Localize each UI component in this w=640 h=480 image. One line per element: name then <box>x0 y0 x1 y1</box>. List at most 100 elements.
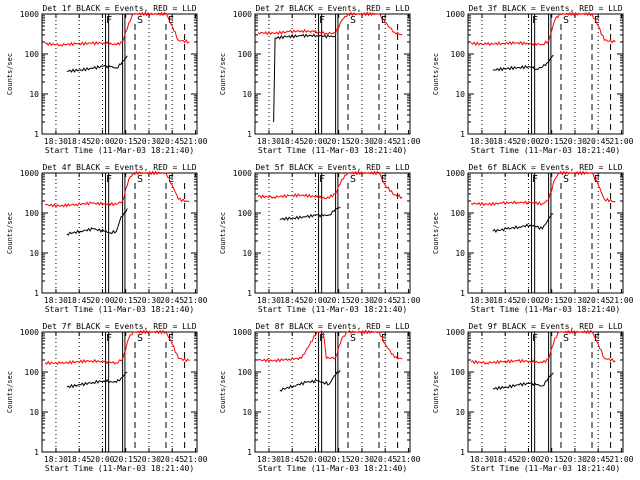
y-tick-label: 1000 <box>446 10 465 19</box>
plot-frame <box>254 331 411 453</box>
events-series-line <box>66 55 128 73</box>
events-series-line <box>279 206 341 221</box>
x-tick-label: 20:15 <box>114 455 138 464</box>
interval-marker-label: E <box>168 15 174 26</box>
x-tick-label: 21:00 <box>609 455 633 464</box>
interval-marker-label: E <box>381 174 387 185</box>
events-series-line <box>279 370 341 392</box>
x-tick-label: 18:30 <box>470 137 494 146</box>
events-series-line <box>492 54 554 72</box>
y-axis-label: Counts/sec <box>219 212 227 254</box>
x-tick-label: 20:15 <box>327 455 351 464</box>
panel-title: Det 3f BLACK = Events, RED = LLD <box>468 4 622 13</box>
lld-series-line <box>44 11 190 47</box>
x-tick-label: 18:45 <box>67 455 91 464</box>
detector-panel: Det 6f BLACK = Events, RED = LLD 1 10 100 10… <box>432 163 634 314</box>
y-tick-label: 100 <box>25 368 40 377</box>
panel-title: Det 5f BLACK = Events, RED = LLD <box>255 163 409 172</box>
x-axis-label: Start Time (11-Mar-03 18:21:40) <box>45 305 194 314</box>
x-tick-label: 20:00 <box>516 137 540 146</box>
panel-title: Det 7f BLACK = Events, RED = LLD <box>42 322 196 331</box>
x-tick-label: 18:30 <box>44 296 68 305</box>
x-tick-label: 20:00 <box>90 455 114 464</box>
x-tick-label: 18:45 <box>280 137 304 146</box>
y-tick-label: 1000 <box>233 10 252 19</box>
x-tick-label: 21:00 <box>396 296 420 305</box>
y-tick-label: 10 <box>455 249 465 258</box>
x-tick-label: 20:30 <box>563 455 587 464</box>
y-tick-label: 1 <box>34 289 39 298</box>
x-tick-label: 18:30 <box>257 137 281 146</box>
x-tick-label: 20:45 <box>373 455 397 464</box>
y-tick-label: 10 <box>242 90 252 99</box>
x-tick-label: 20:30 <box>350 137 374 146</box>
panel-title: Det 6f BLACK = Events, RED = LLD <box>468 163 622 172</box>
x-axis-label: Start Time (11-Mar-03 18:21:40) <box>45 464 194 473</box>
x-tick-label: 20:45 <box>373 137 397 146</box>
y-tick-label: 1000 <box>20 10 39 19</box>
plot-frame <box>254 172 411 294</box>
x-tick-label: 18:45 <box>280 455 304 464</box>
x-tick-label: 20:45 <box>586 296 610 305</box>
x-tick-label: 18:45 <box>493 296 517 305</box>
y-tick-label: 1000 <box>20 328 39 337</box>
x-axis-label: Start Time (11-Mar-03 18:21:40) <box>258 146 407 155</box>
x-tick-label: 20:00 <box>303 296 327 305</box>
events-series-line <box>66 208 128 236</box>
y-tick-label: 10 <box>455 408 465 417</box>
panel-title: Det 8f BLACK = Events, RED = LLD <box>255 322 409 331</box>
y-tick-label: 10 <box>29 90 39 99</box>
x-tick-label: 21:00 <box>183 296 207 305</box>
interval-marker-label: E <box>168 174 174 185</box>
y-tick-label: 1 <box>247 448 252 457</box>
y-tick-label: 10 <box>242 249 252 258</box>
x-tick-label: 20:30 <box>350 296 374 305</box>
y-tick-label: 10 <box>29 249 39 258</box>
x-tick-label: 20:15 <box>114 137 138 146</box>
x-tick-label: 20:15 <box>540 296 564 305</box>
y-axis-label: Counts/sec <box>432 53 440 95</box>
interval-marker-label: F <box>532 333 538 344</box>
x-tick-label: 20:30 <box>137 137 161 146</box>
detector-panel: Det 7f BLACK = Events, RED = LLD 1 10 100 10… <box>6 322 208 473</box>
x-axis-label: Start Time (11-Mar-03 18:21:40) <box>45 146 194 155</box>
lld-series-line <box>257 11 403 36</box>
interval-marker-label: E <box>381 333 387 344</box>
x-tick-label: 21:00 <box>609 296 633 305</box>
y-tick-label: 1000 <box>20 169 39 178</box>
x-tick-label: 20:00 <box>516 296 540 305</box>
y-tick-label: 1000 <box>446 169 465 178</box>
y-axis-label: Counts/sec <box>219 53 227 95</box>
interval-marker-label: F <box>319 15 325 26</box>
y-tick-label: 100 <box>238 368 253 377</box>
x-tick-label: 20:15 <box>540 455 564 464</box>
x-tick-label: 20:00 <box>303 137 327 146</box>
y-tick-label: 1 <box>460 130 465 139</box>
x-axis-label: Start Time (11-Mar-03 18:21:40) <box>258 305 407 314</box>
y-axis-label: Counts/sec <box>6 53 14 95</box>
x-tick-label: 20:00 <box>516 455 540 464</box>
x-axis-label: Start Time (11-Mar-03 18:21:40) <box>471 146 620 155</box>
x-tick-label: 21:00 <box>396 455 420 464</box>
detector-panel: Det 8f BLACK = Events, RED = LLD 1 10 100 10… <box>219 322 421 473</box>
plot-frame <box>467 172 624 294</box>
y-tick-label: 1 <box>460 448 465 457</box>
plot-frame <box>41 13 198 135</box>
x-tick-label: 18:45 <box>280 296 304 305</box>
y-tick-label: 100 <box>451 368 466 377</box>
y-tick-label: 10 <box>29 408 39 417</box>
x-tick-label: 18:45 <box>67 137 91 146</box>
y-tick-label: 1 <box>34 130 39 139</box>
interval-marker-label: F <box>319 174 325 185</box>
y-tick-label: 10 <box>455 90 465 99</box>
x-tick-label: 18:30 <box>257 455 281 464</box>
x-tick-label: 20:30 <box>137 296 161 305</box>
panel-title: Det 2f BLACK = Events, RED = LLD <box>255 4 409 13</box>
y-tick-label: 1 <box>460 289 465 298</box>
y-tick-label: 10 <box>242 408 252 417</box>
x-tick-label: 21:00 <box>609 137 633 146</box>
x-axis-label: Start Time (11-Mar-03 18:21:40) <box>471 464 620 473</box>
x-tick-label: 20:30 <box>563 296 587 305</box>
lld-series-line <box>470 329 616 365</box>
